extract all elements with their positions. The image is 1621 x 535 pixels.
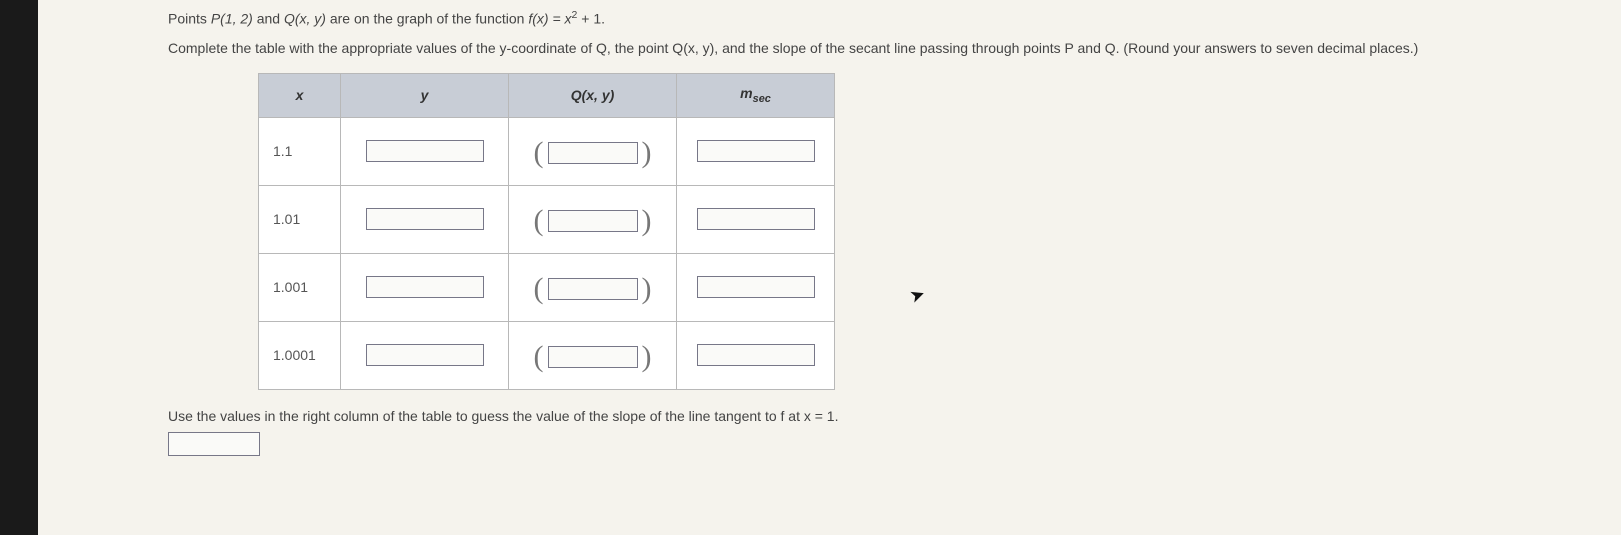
q-cell: () (509, 185, 677, 253)
header-q: Q(x, y) (509, 73, 677, 117)
table-body: 1.1 () 1.01 () 1.001 () 1.0001 () (259, 117, 835, 389)
m-input[interactable] (697, 140, 815, 162)
paren-left: ( (534, 210, 544, 232)
m-cell (677, 117, 835, 185)
text-fragment: Points (168, 11, 211, 27)
content-area: Points P(1, 2) and Q(x, y) are on the gr… (38, 8, 1621, 456)
x-value: 1.0001 (259, 321, 341, 389)
x-value: 1.1 (259, 117, 341, 185)
q-cell: () (509, 321, 677, 389)
bottom-instruction: Use the values in the right column of th… (168, 408, 1581, 424)
header-m: msec (677, 73, 835, 117)
m-cell (677, 321, 835, 389)
header-y: y (341, 73, 509, 117)
problem-line-1: Points P(1, 2) and Q(x, y) are on the gr… (168, 8, 1581, 30)
m-input[interactable] (697, 276, 815, 298)
y-cell (341, 321, 509, 389)
paren-right: ) (642, 210, 652, 232)
table-row: 1.01 () (259, 185, 835, 253)
q-cell: () (509, 253, 677, 321)
paren-right: ) (642, 346, 652, 368)
y-input[interactable] (366, 208, 484, 230)
problem-line-2: Complete the table with the appropriate … (168, 38, 1581, 59)
table-row: 1.001 () (259, 253, 835, 321)
y-cell (341, 253, 509, 321)
point-q-label: Q(x, y) (284, 11, 326, 27)
tangent-slope-input[interactable] (168, 432, 260, 456)
left-black-bar (0, 0, 38, 535)
m-input[interactable] (697, 344, 815, 366)
m-cell (677, 253, 835, 321)
y-cell (341, 185, 509, 253)
paren-left: ( (534, 142, 544, 164)
paren-left: ( (534, 346, 544, 368)
y-input[interactable] (366, 276, 484, 298)
fx-tail: + 1. (577, 11, 605, 27)
header-m-letter: m (740, 85, 752, 101)
paren-right: ) (642, 278, 652, 300)
text-fragment: and (253, 11, 284, 27)
q-cell: () (509, 117, 677, 185)
x-value: 1.001 (259, 253, 341, 321)
table-header-row: x y Q(x, y) msec (259, 73, 835, 117)
fx-label: f(x) = x (528, 11, 571, 27)
m-cell (677, 185, 835, 253)
table-row: 1.1 () (259, 117, 835, 185)
q-input[interactable] (548, 142, 638, 164)
text-fragment: are on the graph of the function (326, 11, 528, 27)
y-input[interactable] (366, 140, 484, 162)
secant-table: x y Q(x, y) msec 1.1 () 1.01 () 1.001 (258, 73, 835, 390)
header-x: x (259, 73, 341, 117)
point-p-label: P(1, 2) (211, 11, 253, 27)
y-cell (341, 117, 509, 185)
x-value: 1.01 (259, 185, 341, 253)
y-input[interactable] (366, 344, 484, 366)
m-input[interactable] (697, 208, 815, 230)
q-input[interactable] (548, 210, 638, 232)
q-input[interactable] (548, 278, 638, 300)
q-input[interactable] (548, 346, 638, 368)
paren-left: ( (534, 278, 544, 300)
header-m-sub: sec (753, 93, 771, 105)
paren-right: ) (642, 142, 652, 164)
table-row: 1.0001 () (259, 321, 835, 389)
